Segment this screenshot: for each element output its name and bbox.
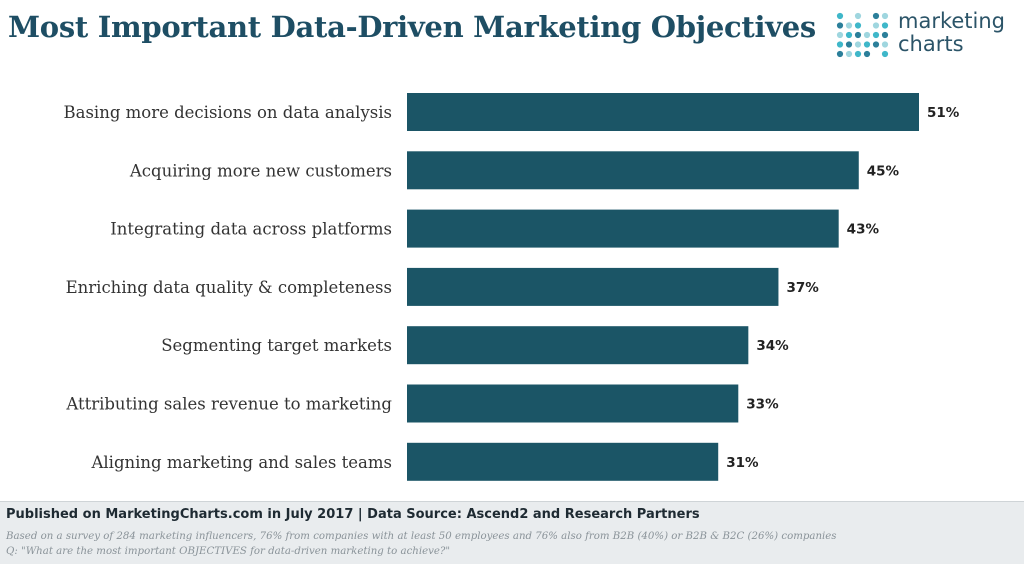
logo-dot <box>854 41 862 48</box>
logo-dot <box>881 22 889 29</box>
logo-dot <box>845 31 853 39</box>
published-source: Published on MarketingCharts.com in July… <box>6 507 700 522</box>
logo-dot <box>872 22 880 29</box>
value-label: 33% <box>746 397 779 413</box>
logo-dot <box>872 41 880 48</box>
chart-title: Most Important Data-Driven Marketing Obj… <box>8 10 816 44</box>
bar <box>407 326 749 365</box>
value-label: 43% <box>847 222 880 238</box>
value-label: 34% <box>756 338 789 354</box>
logo-dot <box>872 12 880 20</box>
logo-dot <box>854 31 862 39</box>
logo-dot <box>863 41 871 48</box>
logo-dot <box>881 31 889 39</box>
logo-dot <box>863 50 871 58</box>
category-label: Attributing sales revenue to marketing <box>65 395 392 414</box>
logo-dot <box>854 50 862 58</box>
bar <box>407 267 779 306</box>
category-label: Basing more decisions on data analysis <box>63 103 392 122</box>
value-label: 31% <box>726 455 759 471</box>
value-label: 45% <box>867 163 900 179</box>
bar <box>407 93 919 131</box>
bar <box>407 151 859 190</box>
logo-dot <box>845 41 853 48</box>
category-label: Acquiring more new customers <box>129 161 392 180</box>
logo-dot <box>863 31 871 39</box>
bar <box>407 442 719 481</box>
logo-dot <box>881 12 889 20</box>
bar <box>407 209 839 248</box>
logo-dot <box>836 41 844 48</box>
logo-dot <box>836 50 844 58</box>
logo-dot <box>854 12 862 20</box>
logo-line-1: marketing <box>898 9 1005 33</box>
logo-dot <box>836 22 844 29</box>
bar <box>407 384 739 423</box>
logo-dot <box>854 22 862 29</box>
value-label: 37% <box>786 280 819 296</box>
logo-line-2: charts <box>898 32 964 56</box>
chart-footer: Published on MarketingCharts.com in July… <box>0 501 1024 564</box>
survey-note: Based on a survey of 284 marketing influ… <box>6 531 837 542</box>
logo-dot <box>881 50 889 58</box>
survey-question: Q: "What are the most important OBJECTIV… <box>6 546 451 557</box>
logo-text: marketing charts <box>898 10 1005 56</box>
logo-dots-icon <box>836 12 889 58</box>
logo-dot <box>845 22 853 29</box>
category-label: Segmenting target markets <box>161 336 392 355</box>
bar-chart: Basing more decisions on data analysis 51… <box>63 93 960 481</box>
logo-dot <box>836 31 844 39</box>
logo-dot <box>845 50 853 58</box>
logo-dot <box>872 31 880 39</box>
logo-dot <box>881 41 889 48</box>
category-label: Integrating data across platforms <box>110 220 392 239</box>
logo-dot <box>836 12 844 20</box>
category-label: Aligning marketing and sales teams <box>90 453 392 472</box>
marketingcharts-logo: marketing charts <box>836 10 1018 62</box>
category-label: Enriching data quality & completeness <box>66 278 392 297</box>
value-label: 51% <box>927 105 960 121</box>
